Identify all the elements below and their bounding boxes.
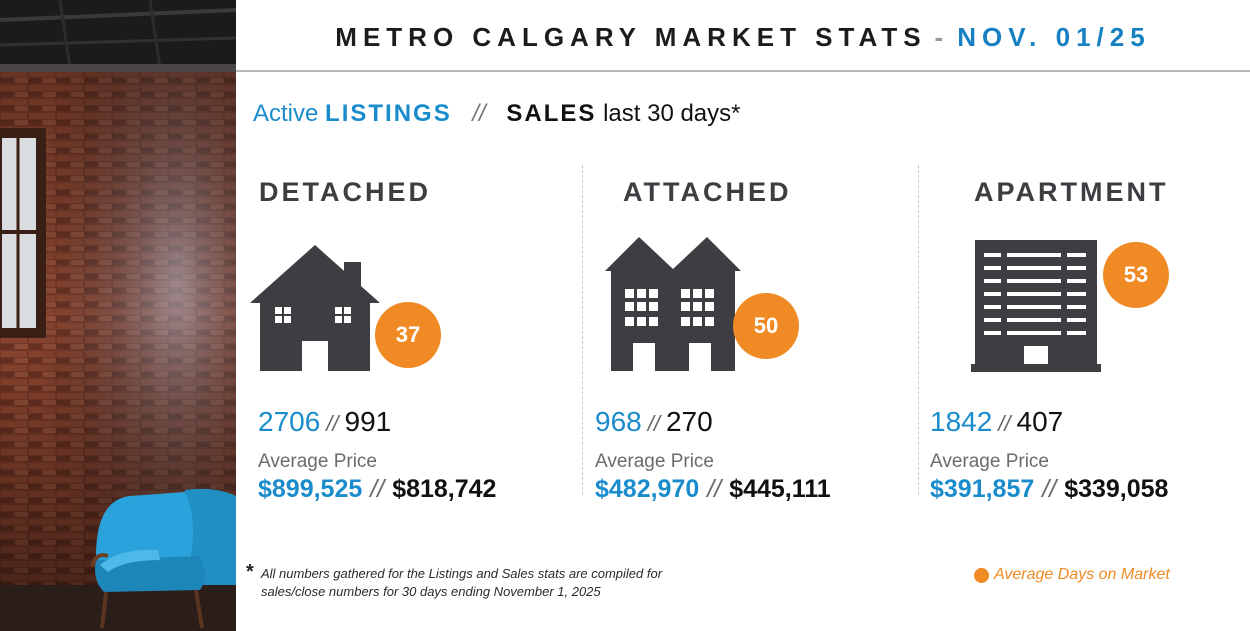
category-title: ATTACHED [623,177,792,207]
brick-room-illustration [0,0,236,631]
background-photo [0,0,236,631]
average-listing-price: $391,857 [930,475,1035,503]
days-on-market-badge: 37 [375,302,441,368]
legend: Average Days on Market [974,566,1170,584]
sales-count: 407 [1016,406,1064,437]
average-listing-price: $482,970 [595,475,700,503]
house-icon [250,245,380,371]
price-divider: // [1042,475,1057,503]
average-sale-price: $339,058 [1064,475,1169,503]
page-header: METRO CALGARY MARKET STATS - NOV. 01/25 [236,0,1250,72]
average-prices: $482,970//$445,111 [595,475,831,504]
category-attached: ATTACHED 50 968//270 Average Price $482,… [582,165,918,503]
title-date: NOV. 01/25 [957,22,1151,52]
average-price-label: Average Price [930,451,1049,472]
listing-sales-counts: 2706//991 [258,406,391,438]
days-on-market-badge: 50 [733,293,799,359]
apartment-icon [971,240,1101,372]
average-prices: $899,525//$818,742 [258,475,496,504]
price-divider: // [370,475,385,503]
subheading-period: last 30 days* [603,100,741,127]
category-detached: DETACHED 37 2706//991 Average Price $899… [236,165,582,503]
title-text: METRO CALGARY MARKET STATS [335,22,927,52]
average-prices: $391,857//$339,058 [930,475,1168,504]
sales-count: 270 [665,406,713,437]
sales-count: 991 [344,406,392,437]
chair-illustration [90,488,236,629]
active-listings-count: 2706 [258,406,321,437]
listing-sales-counts: 968//270 [595,406,713,438]
count-divider: // [326,411,339,436]
average-price-label: Average Price [258,451,377,472]
footnote-line-2: sales/close numbers for 30 days ending N… [261,584,601,599]
footnote-line-1: All numbers gathered for the Listings an… [261,566,663,581]
average-listing-price: $899,525 [258,475,363,503]
subheading-active: Active [253,100,319,127]
active-listings-count: 968 [595,406,642,437]
category-apartment: APARTMENT 53 1842//407 Average Price $39… [918,165,1250,503]
main-panel: METRO CALGARY MARKET STATS - NOV. 01/25 Ac… [236,0,1250,631]
price-divider: // [707,475,722,503]
count-divider: // [998,411,1011,436]
townhouse-icon [605,237,741,371]
category-title: APARTMENT [974,177,1169,207]
average-sale-price: $818,742 [392,475,497,503]
subheading-divider: // [472,100,486,127]
subheading-sales: SALES [506,100,597,127]
subheading-listings: LISTINGS [325,100,452,127]
legend-label: Average Days on Market [994,566,1170,583]
title-separator: - [934,22,950,52]
section-subheading: Active LISTINGS // SALES last 30 days* [253,100,741,128]
active-listings-count: 1842 [930,406,993,437]
count-divider: // [647,411,660,436]
legend-dot-icon [974,567,989,583]
days-on-market-badge: 53 [1103,242,1169,308]
listing-sales-counts: 1842//407 [930,406,1063,438]
category-title: DETACHED [259,177,431,207]
average-sale-price: $445,111 [729,475,831,503]
average-price-label: Average Price [595,451,714,472]
footnote-asterisk: * [246,561,254,583]
footnote-text: All numbers gathered for the Listings an… [261,565,662,601]
page-title: METRO CALGARY MARKET STATS - NOV. 01/25 [236,22,1250,53]
